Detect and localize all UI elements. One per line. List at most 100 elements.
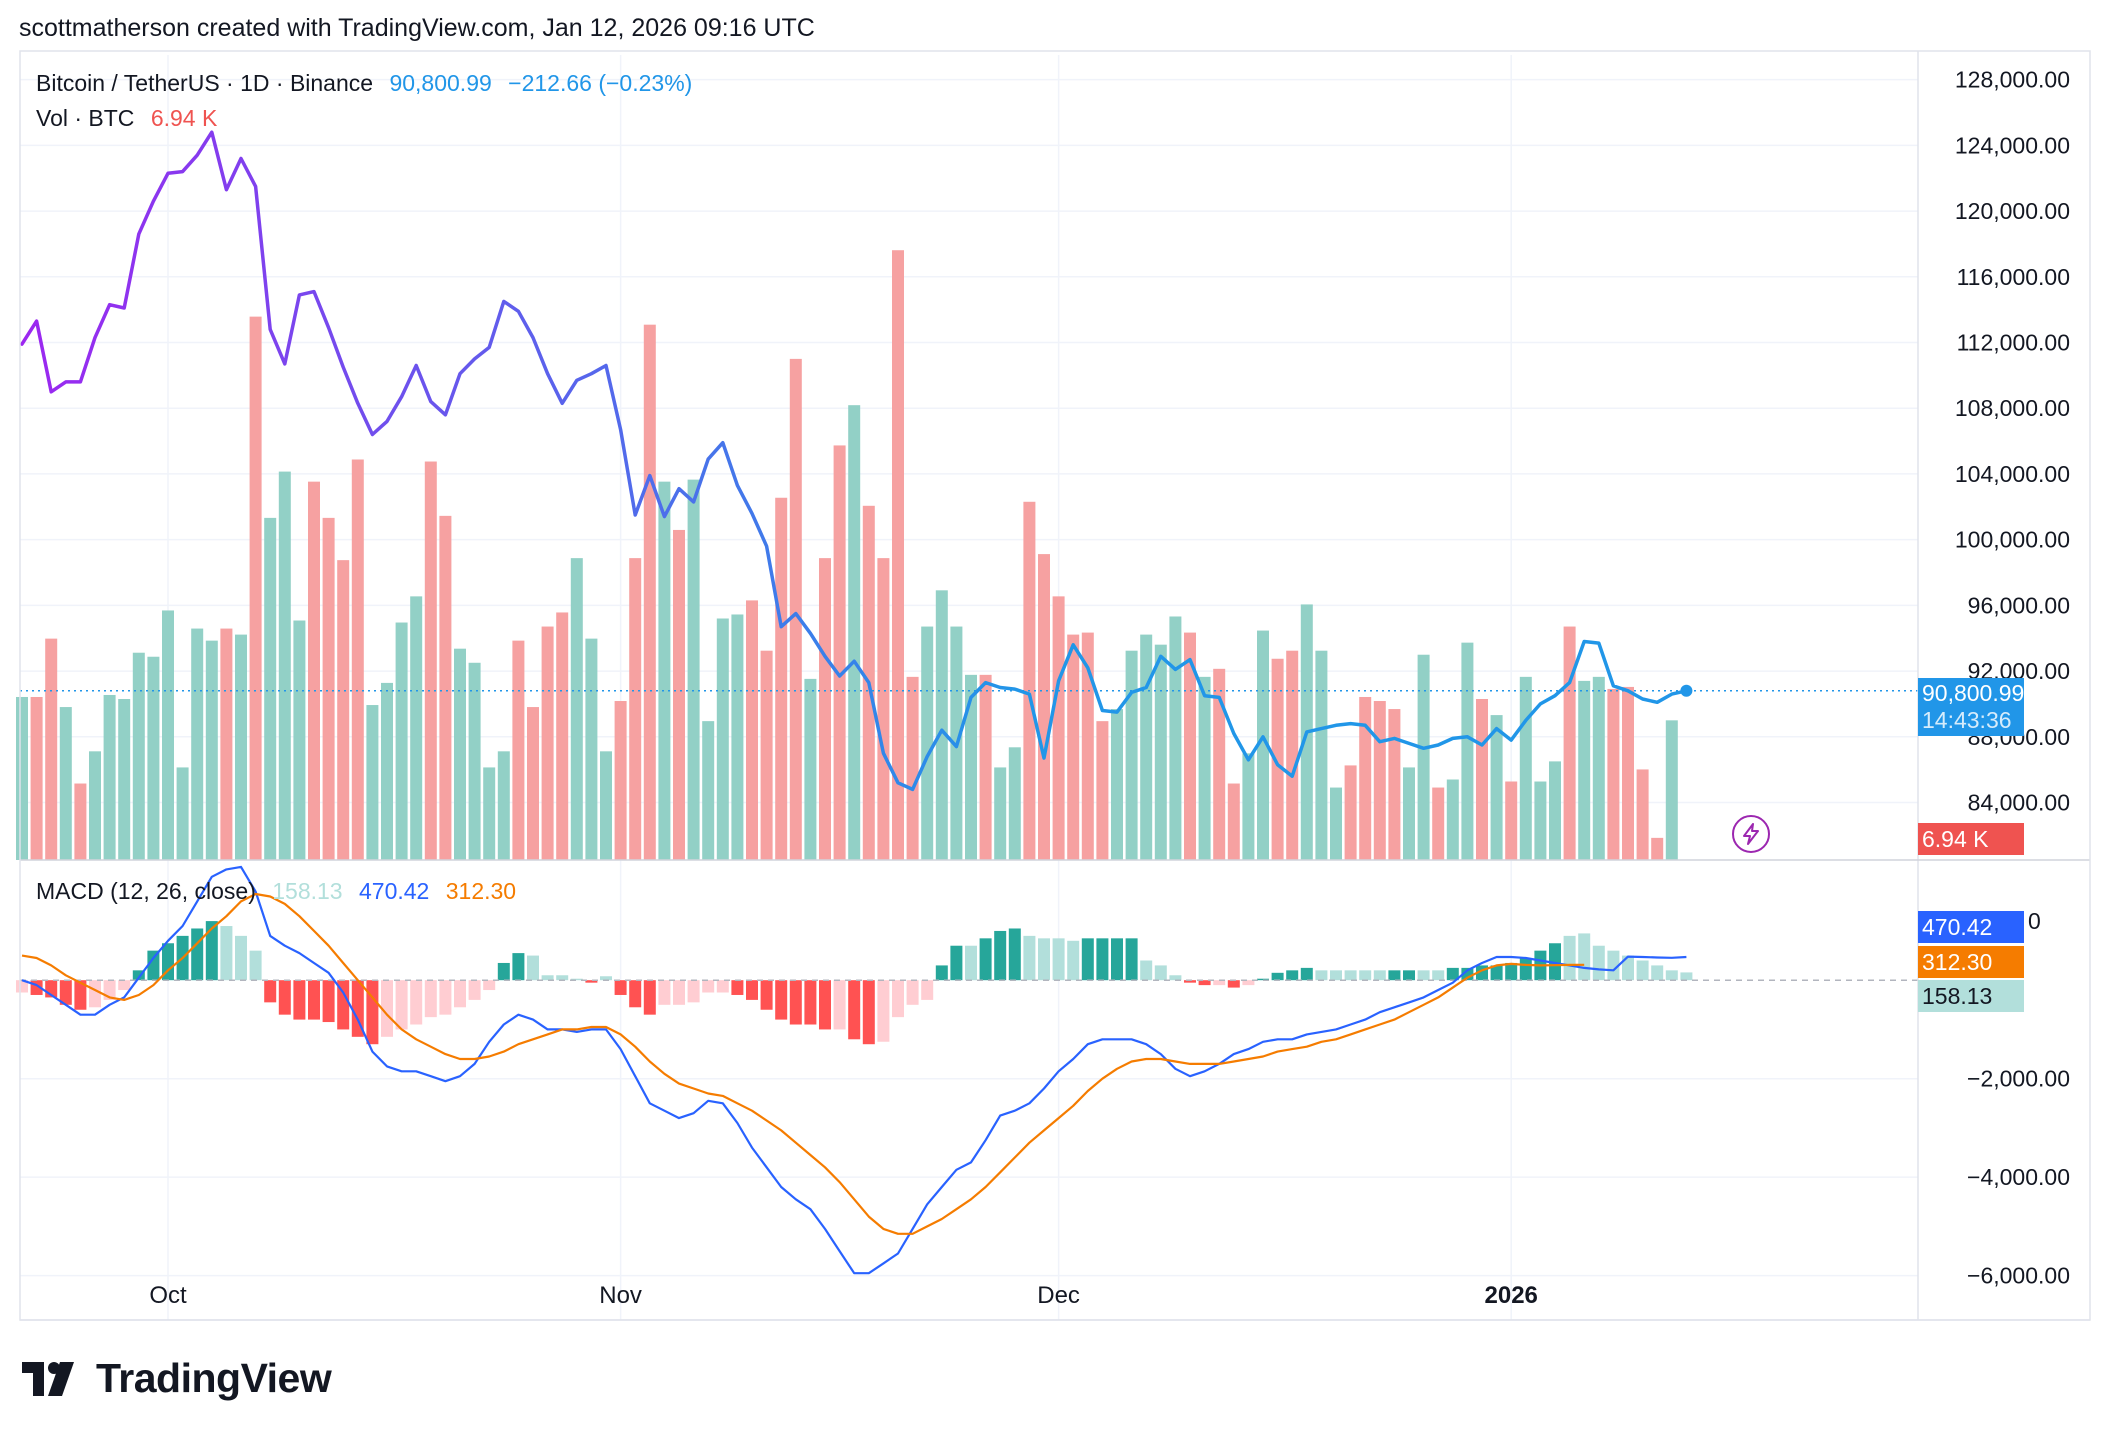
macd-histogram-bar (570, 978, 583, 981)
volume-bar (600, 751, 612, 860)
volume-bar (1490, 715, 1503, 860)
volume-bar (1008, 747, 1021, 860)
macd-histogram-bar (1680, 972, 1693, 981)
volume-bar (410, 596, 423, 860)
volume-bar (1052, 596, 1065, 860)
volume-bar (45, 638, 58, 860)
volume-bar (1140, 634, 1153, 860)
macd-histogram-bar (789, 980, 802, 1025)
macd-histogram-bar (804, 980, 817, 1025)
macd-histogram-bar (1052, 938, 1065, 981)
volume-bar (1184, 632, 1196, 860)
volume-bar (1519, 676, 1532, 860)
volume-bar (1242, 753, 1255, 860)
macd-histogram-bar (308, 980, 320, 1020)
volume-bar (1111, 709, 1123, 860)
last-volume-tag: 6.94 K (1918, 823, 2024, 855)
macd-histogram-bar (687, 980, 700, 1003)
macd-histogram-bar (877, 980, 890, 1042)
price-line (20, 130, 1689, 792)
macd-histogram-bar (322, 980, 335, 1023)
volume-bar (1403, 767, 1415, 860)
lightning-event-icon[interactable] (1732, 815, 1770, 853)
volume-bar (468, 662, 481, 860)
volume-bar (585, 638, 598, 860)
macd-histogram-bar (132, 970, 145, 981)
volume-bar (1476, 699, 1488, 860)
volume-bar (1315, 650, 1328, 860)
macd-histogram-bar (162, 943, 174, 981)
macd-histogram-bar (775, 980, 788, 1020)
macd-histogram-bar (1008, 928, 1021, 981)
volume-bar (1417, 654, 1430, 860)
volume-bar (497, 751, 510, 860)
macd-histogram-bar (468, 980, 481, 1000)
volume-bar (1330, 787, 1342, 860)
macd-histogram-bar (118, 980, 131, 991)
price-tick-label: 84,000.00 (1968, 790, 2070, 816)
time-tick-label: 2026 (1485, 1282, 1538, 1309)
macd-histogram-bar (906, 980, 919, 1005)
tradingview-logo[interactable]: TradingView (22, 1355, 332, 1402)
macd-histogram-bar (1505, 962, 1518, 981)
volume-bar (308, 481, 320, 860)
volume-bar (1563, 626, 1576, 860)
volume-bar (658, 481, 671, 860)
macd-signal-tag: 312.30 (1918, 946, 2024, 978)
price-tick-label: 120,000.00 (1955, 198, 2070, 224)
macd-partial-tick: 0 (2028, 908, 2041, 934)
volume-bar (1461, 642, 1474, 860)
volume-bars (16, 250, 1678, 860)
volume-bar (643, 324, 656, 860)
macd-histogram-bar (950, 945, 963, 981)
volume-bar (1373, 701, 1386, 860)
tradingview-logo-text: TradingView (96, 1355, 332, 1401)
macd-histogram-bar (1563, 935, 1576, 981)
macd-histogram-bar (1578, 933, 1591, 981)
macd-histogram-bar (1096, 938, 1109, 981)
macd-histogram-bar (205, 921, 218, 981)
last-price-tag: 90,800.99 14:43:36 (1918, 678, 2024, 736)
macd-histogram-bar (1184, 980, 1196, 983)
volume-bar (59, 707, 72, 860)
last-price-value: 90,800.99 (1922, 680, 2025, 706)
volume-bar (833, 445, 846, 860)
macd-histogram-bar (1549, 943, 1561, 981)
macd-histogram-bar (512, 953, 525, 981)
volume-bar (1607, 688, 1620, 860)
legend-vol-value: 6.94 K (150, 105, 218, 131)
volume-bar (614, 701, 627, 860)
macd-histogram-bar (1403, 970, 1415, 981)
macd-histogram-bar (366, 980, 379, 1045)
macd-histogram-bar (497, 962, 510, 981)
volume-bar (716, 618, 729, 860)
price-tick-label: 124,000.00 (1955, 132, 2070, 158)
volume-bar (1286, 650, 1299, 860)
macd-histogram-bar (381, 980, 393, 1037)
macd-histogram-bar (235, 935, 247, 981)
macd-tick-label: −6,000.00 (1967, 1263, 2070, 1289)
macd-histogram-bar (892, 980, 904, 1018)
price-tick-label: 96,000.00 (1968, 592, 2070, 618)
macd-histogram-bar (264, 980, 277, 1003)
macd-histogram-bar (921, 980, 934, 1000)
macd-histogram-bar (147, 950, 160, 981)
volume-bar (264, 517, 277, 860)
volume-bar (16, 696, 28, 860)
volume-bar (278, 471, 291, 860)
macd-histogram-bar (541, 975, 554, 981)
volume-bar (804, 678, 817, 860)
macd-histogram-bar (59, 980, 72, 1005)
volume-bar (1169, 616, 1182, 860)
legend-macd-signal: 312.30 (445, 878, 517, 904)
macd-histogram-bar (556, 975, 569, 981)
macd-histogram-bar (585, 980, 598, 983)
time-tick-label: Dec (1037, 1282, 1080, 1309)
macd-histogram-bar (1330, 970, 1342, 981)
volume-bar (848, 405, 861, 860)
macd-histogram-bar (1373, 970, 1386, 981)
volume-bar (322, 517, 335, 860)
macd-histogram-bar (1300, 967, 1313, 981)
macd-hist-tag: 158.13 (1918, 980, 2024, 1012)
